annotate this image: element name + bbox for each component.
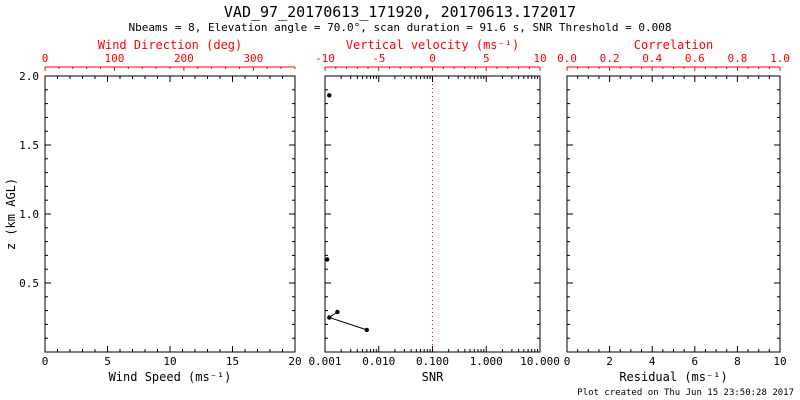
x-tick-label: 0.010 [362,355,395,368]
x-tick-label: 1.000 [470,355,503,368]
panel-residual: 0 2 4 6 8 10 Residual (ms⁻¹) 0.0 0.2 0.4 0.6 0.8 1.0… [557,38,790,384]
panel-snr: 0.001 0.010 0.100 1.000 10.000 SNR -10 -5 0 5 10 Ve… [308,38,559,384]
top-tick-label: 1.0 [770,52,790,65]
top-tick-label: 0.0 [557,52,577,65]
x-tick-label: 4 [649,355,656,368]
data-point [327,315,332,320]
panel-residual-frame [566,75,781,353]
top-tick-label: 0 [429,52,436,65]
series-line [328,311,367,331]
y-tick-label: 1.5 [19,139,39,152]
x-tick-label: 5 [104,355,111,368]
top-tick-label: 300 [243,52,263,65]
data-point [327,93,332,98]
x-tick-label: 0.100 [416,355,449,368]
wind-speed-x-axis-label: Wind Speed (ms⁻¹) [109,370,232,384]
series-snr-profile [327,309,369,333]
x-tick-label: 0 [564,355,571,368]
data-point [364,327,369,333]
snr-top-axis-label: Vertical velocity (ms⁻¹) [346,38,519,52]
top-tick-label: 200 [174,52,194,65]
residual-top-axis: 0.0 0.2 0.4 0.6 0.8 1.0 Correlation [557,38,790,71]
creation-timestamp: Plot created on Thu Jun 15 23:50:28 2017 [577,388,794,398]
panel-wind-speed-frame [44,75,296,353]
x-tick-label: 10.000 [520,355,560,368]
x-tick-label: 20 [288,355,301,368]
y-tick-label: 0.5 [19,277,39,290]
y-tick-label: 1.0 [19,208,39,221]
top-tick-label: 0.8 [727,52,747,65]
x-tick-label: 0.001 [308,355,341,368]
x-tick-label: 2 [606,355,613,368]
x-tick-label: 10 [773,355,786,368]
plot-subtitle: Nbeams = 8, Elevation angle = 70.0°, sca… [128,21,672,34]
plot-title: VAD_97_20170613_171920, 20170613.172017 [223,3,577,21]
series-snr-point-upper [327,93,332,98]
top-tick-label: -5 [372,52,385,65]
snr-x-axis-label: SNR [422,370,444,384]
top-tick-label: 100 [105,52,125,65]
y-axis-label: z (km AGL) [4,178,18,250]
x-tick-label: 10 [163,355,176,368]
top-tick-label: 5 [483,52,490,65]
data-point [335,309,340,315]
residual-top-axis-label: Correlation [634,38,713,52]
top-tick-label: -10 [315,52,335,65]
top-tick-label: 0.2 [600,52,620,65]
x-tick-label: 0 [42,355,49,368]
top-tick-label: 10 [533,52,546,65]
panel-snr-frame [324,75,541,353]
x-tick-label: 15 [226,355,239,368]
series-snr-point-mid [325,257,330,262]
top-tick-label: 0.6 [685,52,705,65]
x-tick-label: 8 [734,355,741,368]
top-tick-label: 0.4 [642,52,662,65]
snr-top-axis: -10 -5 0 5 10 Vertical velocity (ms⁻¹) [315,38,547,71]
x-tick-label: 6 [691,355,698,368]
wind-speed-top-axis-label: Wind Direction (deg) [98,38,243,52]
y-tick-label: 2.0 [19,70,39,83]
residual-x-axis-label: Residual (ms⁻¹) [619,370,727,384]
data-point [325,257,330,262]
top-tick-label: 0 [42,52,49,65]
panel-wind-speed: 0 5 10 15 20 Wind Speed (ms⁻¹) 0.5 1.0 1.5 2.0 z (… [4,38,302,384]
